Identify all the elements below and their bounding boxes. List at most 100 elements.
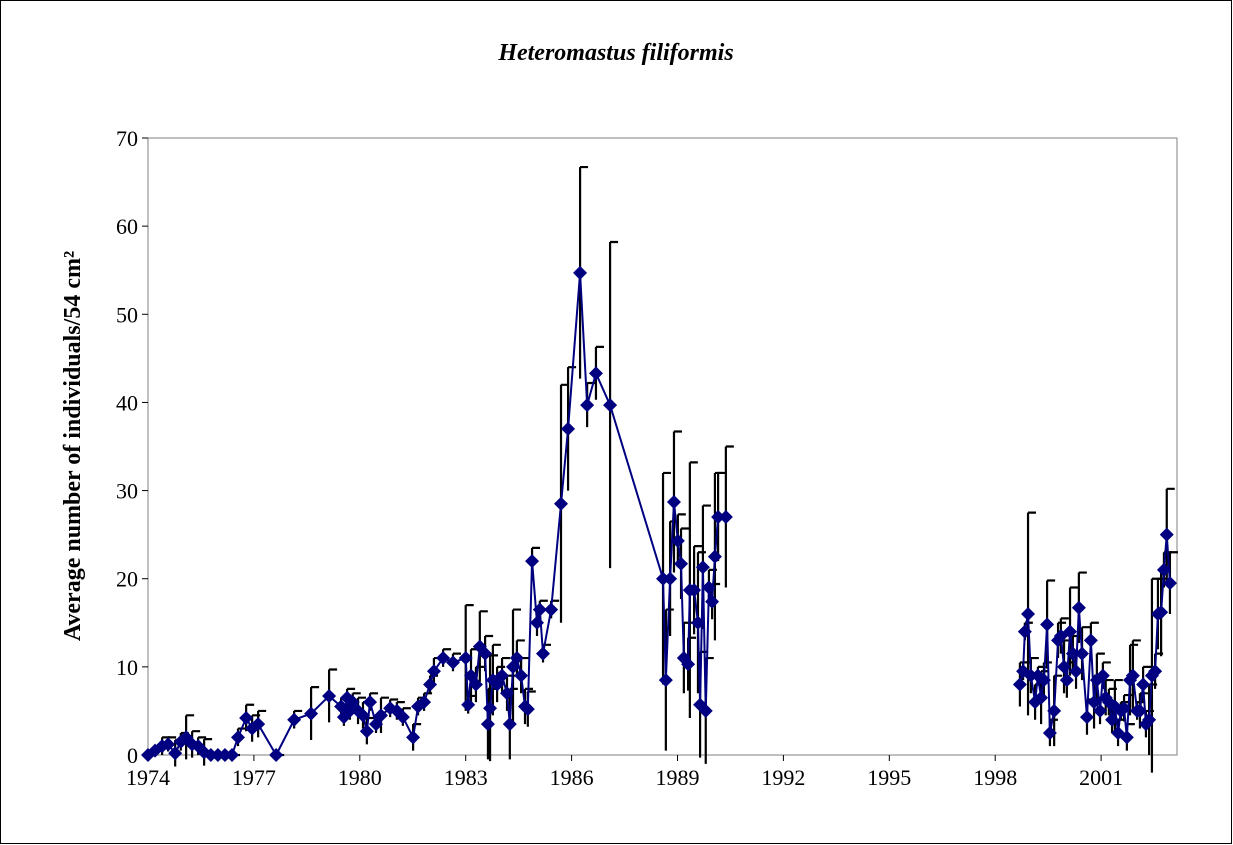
data-point — [461, 697, 476, 712]
data-point — [656, 571, 671, 586]
data-point — [525, 554, 540, 569]
y-tick-label: 40 — [116, 390, 138, 415]
data-point — [478, 646, 493, 661]
y-tick-label: 10 — [116, 655, 138, 680]
data-point — [1016, 664, 1031, 679]
data-point — [502, 717, 517, 732]
data-point — [1063, 624, 1078, 639]
data-point — [1023, 668, 1038, 683]
plot: 0 10 20 30 40 50 60 70 1974 1977 1980 1983 1986 1989 1… — [116, 126, 1178, 790]
data-point — [1012, 677, 1027, 692]
data-point — [536, 646, 551, 661]
x-tick-label: 1989 — [656, 765, 700, 790]
data-point — [690, 615, 705, 630]
data-point — [423, 677, 438, 692]
data-point — [1071, 600, 1086, 615]
y-tick-label: 60 — [116, 214, 138, 239]
data-point — [603, 398, 618, 413]
y-axis-label: Average number of individuals/54 cm² — [60, 251, 86, 641]
data-point — [544, 602, 559, 617]
x-tick-label: 1998 — [973, 765, 1017, 790]
data-point — [468, 677, 483, 692]
data-point — [480, 717, 495, 732]
data-point — [698, 703, 713, 718]
data-point — [345, 695, 360, 710]
data-point — [1034, 690, 1049, 705]
data-point — [445, 655, 460, 670]
data-point — [666, 495, 681, 510]
data-point — [1079, 710, 1094, 725]
data-point — [269, 748, 284, 762]
data-point — [1040, 617, 1055, 632]
x-tick-label: 1986 — [550, 765, 594, 790]
x-tick-label: 1980 — [338, 765, 382, 790]
data-point — [718, 510, 733, 525]
data-point — [707, 549, 722, 564]
data-point — [1136, 677, 1151, 692]
data-point — [1057, 659, 1072, 674]
data-point — [1083, 633, 1098, 648]
y-tick-label: 70 — [116, 126, 138, 151]
x-tick-label: 1992 — [761, 765, 805, 790]
data-point — [701, 580, 716, 595]
data-point — [681, 657, 696, 672]
data-point — [1154, 605, 1169, 620]
x-tick-label: 1974 — [126, 765, 170, 790]
data-point — [687, 583, 702, 598]
data-point — [500, 686, 515, 701]
data-point — [588, 366, 603, 381]
x-tick-label: 1983 — [444, 765, 488, 790]
data-point — [217, 748, 232, 762]
data-point — [674, 556, 689, 571]
data-point — [1156, 562, 1171, 577]
data-point — [458, 651, 473, 666]
data-point — [1095, 668, 1110, 683]
data-point — [1017, 624, 1032, 639]
y-tick-label: 50 — [116, 302, 138, 327]
data-point — [1021, 606, 1036, 621]
data-point — [532, 602, 547, 617]
data-point — [406, 730, 421, 745]
data-point — [161, 737, 176, 752]
data-point — [251, 717, 266, 732]
y-tick-label: 20 — [116, 567, 138, 592]
data-point — [1069, 664, 1084, 679]
x-tick-label: 1995 — [867, 765, 911, 790]
data-point — [711, 510, 726, 525]
data-point — [359, 724, 374, 739]
data-point — [1087, 695, 1102, 710]
data-point — [1125, 668, 1140, 683]
data-point — [203, 748, 218, 762]
data-point — [695, 560, 710, 575]
data-point — [483, 701, 498, 716]
data-point — [1042, 725, 1057, 740]
data-point — [231, 730, 246, 745]
data-point — [1142, 712, 1157, 727]
data-point — [580, 398, 595, 413]
data-point — [168, 746, 183, 761]
data-point — [322, 688, 337, 703]
data-point — [1093, 703, 1108, 718]
data-point — [1059, 673, 1074, 688]
data-point — [509, 651, 524, 666]
data-point — [1148, 664, 1163, 679]
data-point — [355, 708, 370, 723]
y-tick-label: 0 — [127, 743, 138, 768]
data-point — [287, 712, 302, 727]
data-point — [225, 748, 240, 762]
data-point — [363, 695, 378, 710]
x-tick-label: 2001 — [1079, 765, 1123, 790]
data-point — [520, 702, 535, 717]
data-point — [1117, 701, 1132, 716]
data-point — [561, 421, 576, 436]
data-point — [495, 668, 510, 683]
data-point — [670, 533, 685, 548]
chart-title: Heteromastus filiformis — [497, 40, 733, 66]
data-point — [705, 594, 720, 609]
data-point — [1132, 703, 1147, 718]
data-point — [1065, 646, 1080, 661]
data-point — [1036, 673, 1051, 688]
data-point — [1162, 576, 1177, 591]
